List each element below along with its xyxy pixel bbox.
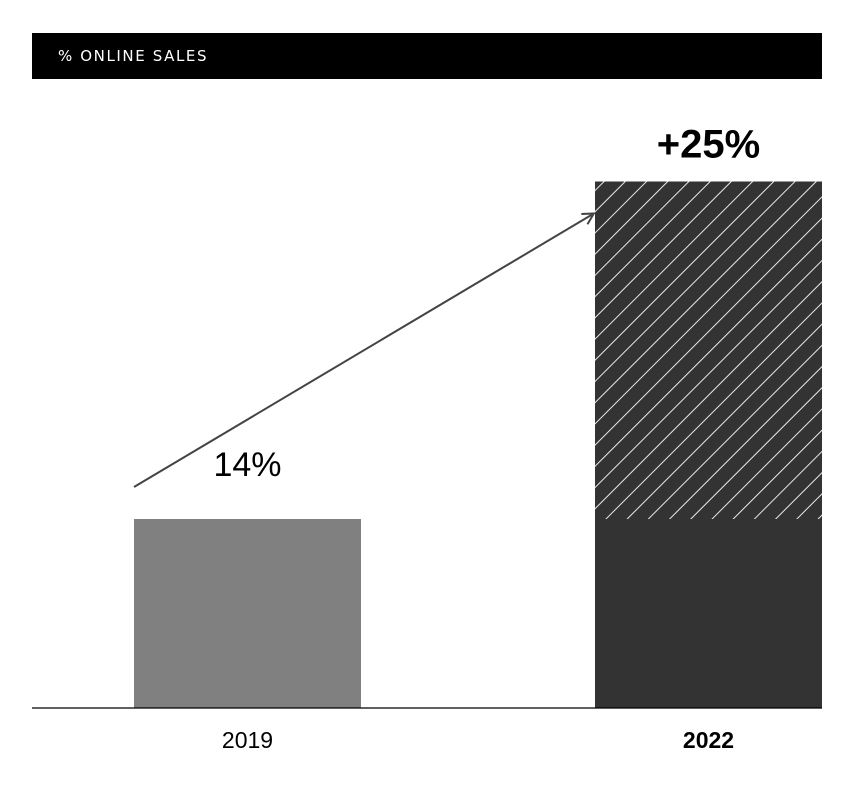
- bar-2022-base: [595, 519, 822, 708]
- bars-layer: [134, 181, 822, 708]
- labels-layer: 14% 2019 +25% 2022: [213, 123, 760, 754]
- chart-title: % ONLINE SALES: [58, 47, 209, 65]
- x-tick-label-2022: 2022: [683, 727, 734, 753]
- x-tick-label-2019: 2019: [222, 727, 273, 753]
- bar-2019-base: [134, 519, 361, 708]
- growth-arrow: [133, 214, 593, 488]
- data-label-2019: 14%: [213, 446, 281, 484]
- data-label-2022: +25%: [657, 123, 760, 167]
- bar-2022-increase: [595, 181, 822, 519]
- chart-header-bar: % ONLINE SALES: [32, 33, 822, 79]
